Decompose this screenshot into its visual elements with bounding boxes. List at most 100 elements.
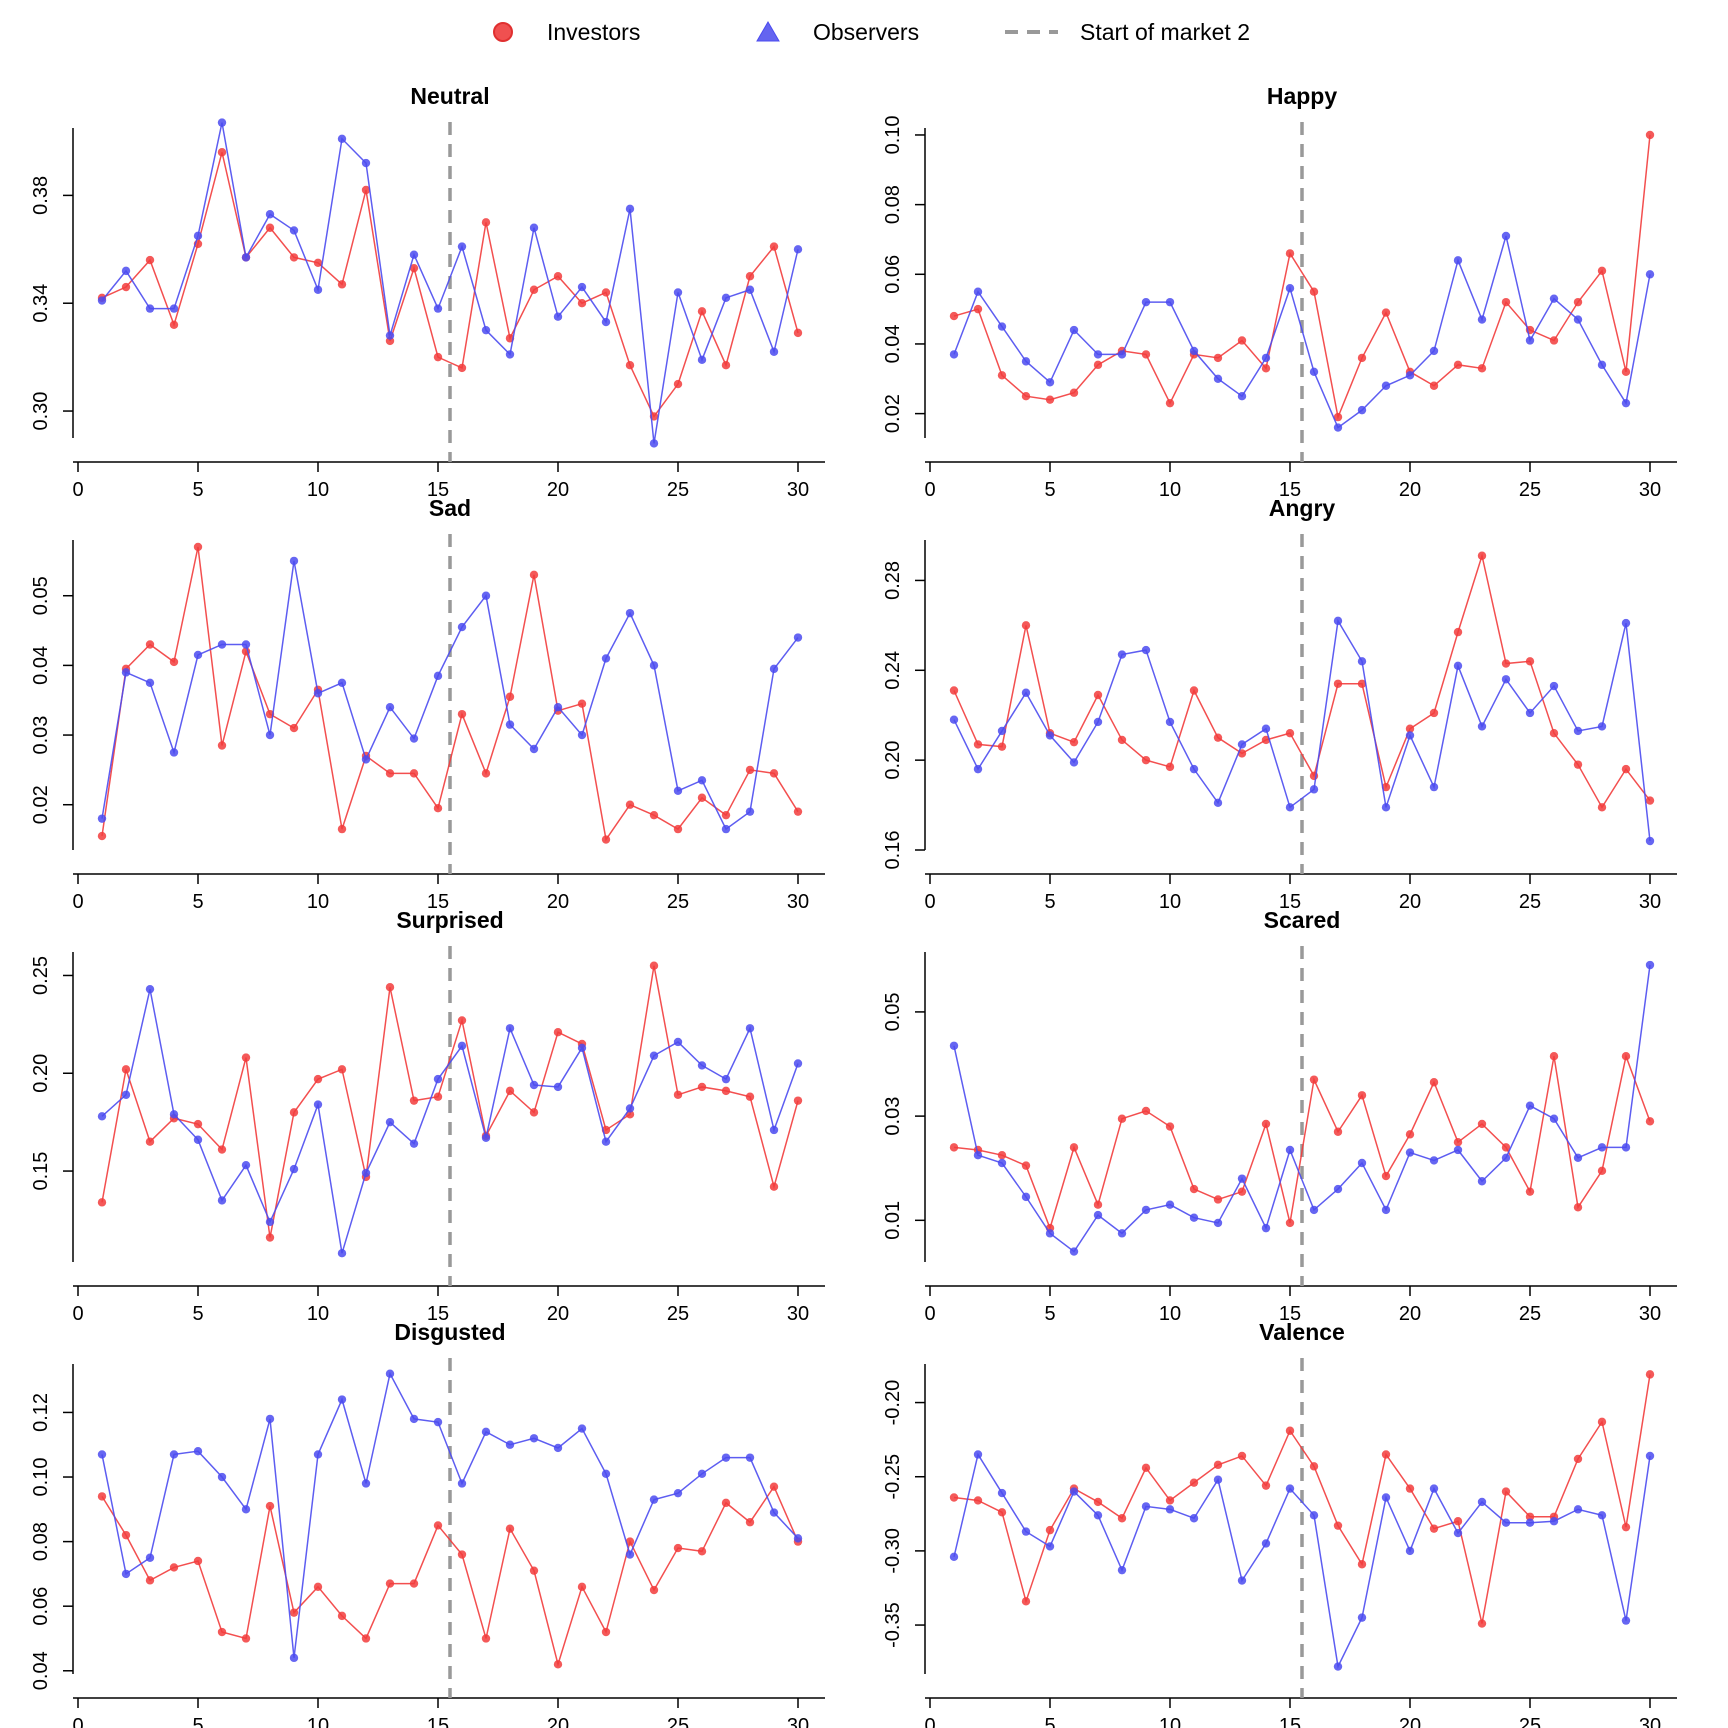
point-happy-observers-25: [1525, 336, 1535, 345]
x-tick-label-valence-15: 15: [1279, 1715, 1301, 1728]
point-happy-investors-16: [1309, 287, 1319, 296]
point-scared-observers-14: [1261, 1223, 1271, 1233]
point-scared-observers-22: [1453, 1145, 1463, 1155]
point-valence-investors-30: [1645, 1370, 1655, 1379]
point-happy-observers-11: [1189, 346, 1199, 356]
point-neutral-investors-16: [457, 363, 467, 373]
point-surprised-investors-15: [433, 1092, 443, 1101]
point-scared-observers-20: [1405, 1148, 1415, 1157]
point-disgusted-investors-3: [145, 1576, 155, 1585]
panel-title-sad: Sad: [429, 495, 471, 521]
point-disgusted-observers-23: [625, 1550, 635, 1559]
point-neutral-investors-27: [721, 361, 731, 370]
point-sad-investors-16: [457, 709, 467, 719]
point-happy-observers-29: [1621, 398, 1631, 408]
point-angry-investors-12: [1213, 733, 1223, 742]
point-angry-investors-17: [1333, 679, 1343, 688]
point-neutral-investors-9: [289, 253, 299, 262]
point-happy-observers-13: [1237, 392, 1247, 401]
point-valence-observers-22: [1453, 1528, 1463, 1538]
panel-title-scared: Scared: [1264, 907, 1341, 933]
point-angry-investors-25: [1525, 657, 1535, 666]
point-angry-investors-4: [1021, 621, 1031, 630]
point-sad-observers-11: [337, 678, 347, 688]
point-angry-observers-26: [1549, 681, 1559, 691]
point-sad-observers-1: [97, 814, 107, 823]
point-surprised-investors-27: [721, 1086, 731, 1096]
point-surprised-investors-29: [769, 1182, 779, 1191]
point-valence-observers-11: [1189, 1514, 1199, 1523]
point-disgusted-observers-2: [121, 1569, 131, 1579]
y-tick-label-sad-2: 0.04: [30, 646, 52, 685]
point-happy-investors-18: [1357, 353, 1367, 363]
point-valence-investors-4: [1021, 1597, 1031, 1606]
point-scared-investors-4: [1021, 1161, 1031, 1170]
point-sad-investors-24: [649, 810, 659, 820]
point-disgusted-investors-29: [769, 1482, 779, 1491]
point-angry-observers-16: [1309, 785, 1319, 794]
point-scared-investors-6: [1069, 1143, 1079, 1152]
point-scared-observers-8: [1117, 1229, 1127, 1238]
point-happy-investors-7: [1093, 360, 1103, 370]
point-scared-observers-23: [1477, 1177, 1487, 1186]
point-angry-observers-27: [1573, 726, 1583, 736]
y-tick-label-disgusted-1: 0.06: [30, 1587, 52, 1626]
x-tick-label-happy-10: 10: [1159, 479, 1181, 501]
point-valence-investors-9: [1141, 1463, 1151, 1473]
point-disgusted-observers-13: [385, 1369, 395, 1378]
point-surprised-observers-14: [409, 1139, 419, 1148]
point-surprised-observers-28: [745, 1024, 755, 1033]
point-valence-observers-27: [1573, 1505, 1583, 1514]
point-surprised-observers-9: [289, 1164, 299, 1174]
x-tick-label-scared-20: 20: [1399, 1303, 1421, 1325]
point-angry-observers-15: [1285, 803, 1295, 812]
point-sad-observers-14: [409, 734, 419, 743]
y-tick-label-valence-0: -0.35: [882, 1602, 904, 1648]
point-neutral-observers-18: [505, 350, 515, 359]
point-valence-investors-11: [1189, 1478, 1199, 1487]
x-tick-label-sad-25: 25: [667, 891, 689, 913]
point-neutral-observers-15: [433, 304, 443, 313]
point-happy-observers-21: [1429, 346, 1439, 356]
point-sad-investors-28: [745, 765, 755, 775]
panel-disgusted: Disgusted 0 5 10 15 20 25 30 0.04 0.06 0.08 0.10 0.1…: [30, 1319, 825, 1728]
point-scared-investors-21: [1429, 1078, 1439, 1087]
point-sad-investors-23: [625, 800, 635, 809]
point-surprised-observers-25: [673, 1037, 683, 1047]
point-disgusted-investors-10: [313, 1582, 323, 1592]
point-neutral-investors-19: [529, 285, 539, 294]
point-surprised-investors-8: [265, 1233, 275, 1242]
point-scared-observers-1: [949, 1041, 959, 1050]
point-valence-investors-29: [1621, 1522, 1631, 1532]
point-disgusted-observers-12: [361, 1479, 371, 1488]
panel-title-neutral: Neutral: [410, 83, 489, 109]
point-sad-investors-22: [601, 835, 611, 844]
point-surprised-observers-18: [505, 1024, 515, 1033]
point-neutral-observers-13: [385, 331, 395, 340]
point-angry-observers-18: [1357, 657, 1367, 666]
x-tick-label-angry-25: 25: [1519, 891, 1541, 913]
point-disgusted-investors-22: [601, 1627, 611, 1637]
point-neutral-observers-1: [97, 296, 107, 305]
point-surprised-observers-24: [649, 1051, 659, 1060]
point-neutral-investors-17: [481, 218, 491, 227]
point-neutral-observers-27: [721, 293, 731, 303]
point-disgusted-investors-8: [265, 1501, 275, 1511]
point-scared-investors-25: [1525, 1187, 1535, 1196]
point-neutral-observers-14: [409, 250, 419, 259]
point-angry-observers-3: [997, 726, 1007, 736]
point-surprised-investors-24: [649, 961, 659, 970]
point-disgusted-observers-16: [457, 1479, 467, 1488]
point-disgusted-investors-9: [289, 1608, 299, 1617]
point-neutral-observers-4: [169, 304, 179, 313]
point-angry-observers-28: [1597, 722, 1607, 731]
point-disgusted-investors-11: [337, 1611, 347, 1621]
point-disgusted-investors-19: [529, 1566, 539, 1575]
point-happy-investors-5: [1045, 395, 1055, 404]
panel-scared: Scared 0 5 10 15 20 25 30 0.01 0.03 0.05: [882, 907, 1677, 1325]
point-surprised-observers-29: [769, 1125, 779, 1135]
point-sad-investors-4: [169, 657, 179, 667]
point-happy-observers-26: [1549, 294, 1559, 303]
x-tick-label-neutral-0: 0: [72, 479, 83, 501]
point-scared-investors-23: [1477, 1119, 1487, 1129]
